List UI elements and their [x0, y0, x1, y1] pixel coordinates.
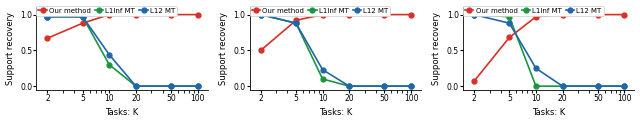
L1Inf MT [470, 14, 478, 15]
L12 MT [559, 85, 566, 87]
L1Inf MT [407, 85, 415, 87]
L12 MT [346, 85, 353, 87]
L12 MT [257, 14, 264, 15]
Our method [532, 16, 540, 17]
L1Inf MT [594, 85, 602, 87]
Our method [132, 14, 140, 15]
L1Inf MT [292, 23, 300, 24]
Our method [79, 23, 86, 24]
L1Inf MT [319, 78, 326, 80]
L12 MT [506, 23, 513, 24]
Our method [319, 14, 326, 15]
Our method [346, 14, 353, 15]
Y-axis label: Support recovery: Support recovery [432, 12, 441, 85]
L12 MT [594, 85, 602, 87]
L12 MT [79, 16, 86, 17]
Line: Our method: Our method [472, 12, 627, 84]
Our method [106, 14, 113, 15]
Y-axis label: Support recovery: Support recovery [219, 12, 228, 85]
L12 MT [44, 16, 51, 17]
Line: L12 MT: L12 MT [259, 12, 413, 89]
L1Inf MT [106, 64, 113, 65]
Our method [470, 80, 478, 82]
X-axis label: Tasks: K: Tasks: K [106, 108, 139, 117]
Our method [167, 14, 175, 15]
Our method [292, 20, 300, 21]
L1Inf MT [79, 16, 86, 17]
Line: Our method: Our method [259, 12, 413, 53]
L1Inf MT [44, 16, 51, 17]
L12 MT [532, 68, 540, 69]
L1Inf MT [257, 14, 264, 15]
L1Inf MT [621, 85, 628, 87]
L12 MT [621, 85, 628, 87]
L12 MT [106, 54, 113, 55]
L1Inf MT [559, 85, 566, 87]
Line: Our method: Our method [45, 12, 200, 41]
Line: L1Inf MT: L1Inf MT [45, 14, 200, 89]
L12 MT [292, 23, 300, 24]
Our method [594, 14, 602, 15]
Line: L12 MT: L12 MT [45, 14, 200, 89]
L12 MT [407, 85, 415, 87]
Our method [621, 14, 628, 15]
X-axis label: Tasks: K: Tasks: K [532, 108, 565, 117]
Our method [44, 38, 51, 39]
L1Inf MT [532, 85, 540, 87]
L1Inf MT [194, 85, 202, 87]
Our method [257, 50, 264, 51]
L12 MT [470, 14, 478, 15]
Legend: Our method, L1Inf MT, L12 MT: Our method, L1Inf MT, L12 MT [36, 6, 177, 16]
L12 MT [381, 85, 388, 87]
Line: L1Inf MT: L1Inf MT [259, 12, 413, 89]
L12 MT [319, 69, 326, 70]
Our method [381, 14, 388, 15]
X-axis label: Tasks: K: Tasks: K [319, 108, 352, 117]
Our method [559, 14, 566, 15]
Line: L1Inf MT: L1Inf MT [472, 12, 627, 89]
L1Inf MT [132, 85, 140, 87]
L12 MT [194, 85, 202, 87]
L12 MT [132, 85, 140, 87]
Line: L12 MT: L12 MT [472, 12, 627, 89]
L12 MT [167, 85, 175, 87]
Legend: Our method, L1Inf MT, L12 MT: Our method, L1Inf MT, L12 MT [250, 6, 390, 16]
L1Inf MT [346, 85, 353, 87]
Y-axis label: Support recovery: Support recovery [6, 12, 15, 85]
Our method [407, 14, 415, 15]
L1Inf MT [381, 85, 388, 87]
Legend: Our method, L1Inf MT, L12 MT: Our method, L1Inf MT, L12 MT [463, 6, 604, 16]
L1Inf MT [167, 85, 175, 87]
L1Inf MT [506, 16, 513, 17]
Our method [506, 37, 513, 38]
Our method [194, 14, 202, 15]
